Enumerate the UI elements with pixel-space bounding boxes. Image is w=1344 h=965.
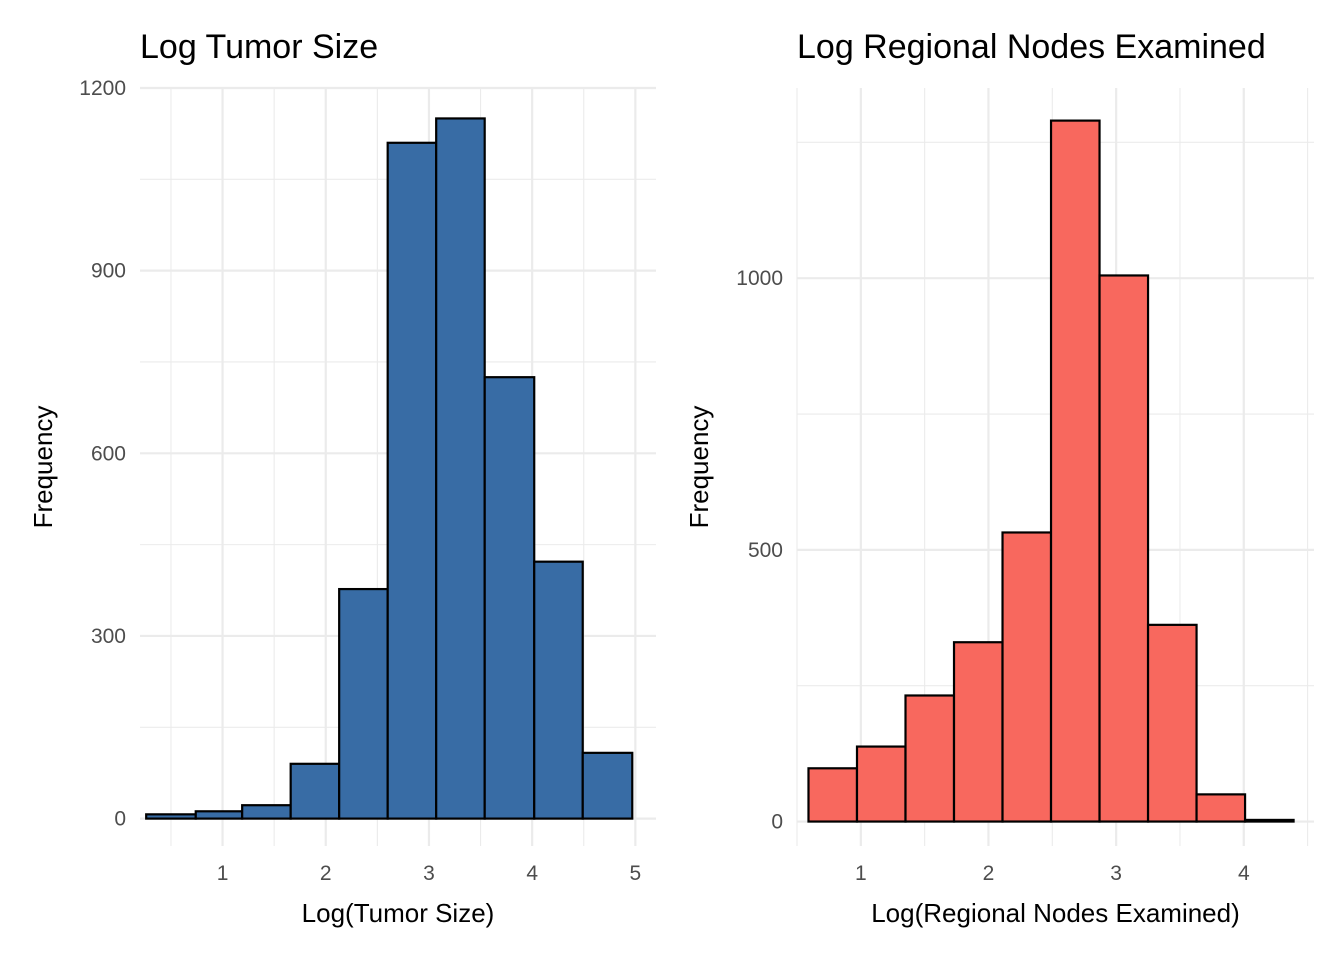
- chart-2-x-tick-label: 2: [983, 862, 995, 885]
- chart-1-bar-5: [386, 141, 438, 820]
- chart-2-bar-5: [1049, 119, 1101, 823]
- chart-2-bar-8: [1195, 793, 1247, 823]
- chart-1-bar-0: [145, 813, 197, 820]
- chart-2-y-tick-label: 1000: [736, 267, 783, 290]
- chart-2-y-tick-label: 0: [771, 811, 783, 834]
- chart-2-bar-3: [952, 641, 1004, 823]
- chart-2-bar-6: [1098, 274, 1150, 823]
- chart-2-x-tick-label: 3: [1110, 862, 1122, 885]
- chart-1-x-tick-label: 2: [320, 862, 332, 885]
- chart-1-x-tick-label: 1: [217, 862, 229, 885]
- chart-1-x-tick-label: 4: [526, 862, 538, 885]
- chart-1-y-tick-label: 1200: [79, 77, 126, 100]
- chart-1-bar-4: [338, 587, 389, 820]
- chart-1-y-tick-label: 600: [91, 442, 126, 465]
- chart-2-bar-4: [1001, 531, 1053, 823]
- chart-1-x-tick-label: 3: [423, 862, 435, 885]
- chart-1-y-tick-label: 300: [91, 625, 126, 648]
- chart-2-bar-2: [904, 694, 956, 823]
- chart-1-bar-1: [194, 810, 244, 820]
- chart-1-x-tick-label: 5: [630, 862, 642, 885]
- chart-1-x-axis-title: Log(Tumor Size): [302, 898, 495, 928]
- chart-2-x-tick-label: 4: [1238, 862, 1250, 885]
- chart-1-bar-7: [483, 376, 536, 820]
- chart-2-bar-9: [1243, 818, 1295, 823]
- chart-1-y-axis-title: Frequency: [28, 406, 58, 529]
- chart-2-y-tick-label: 500: [748, 539, 783, 562]
- chart-1-bar-9: [581, 751, 634, 820]
- chart-2-bar-7: [1146, 623, 1198, 823]
- chart-2-y-axis-title: Frequency: [684, 406, 714, 529]
- chart-2-x-tick-label: 1: [855, 862, 867, 885]
- chart-1-bar-6: [435, 117, 486, 820]
- chart-2-panel: 1 2 3 4 0 500 1000 Log Regional Nodes Examined L…: [684, 28, 1314, 928]
- chart-1-panel: 1 2 3 4 5 0 300 600 900 1200 Log Tumor Size Log(Tum…: [28, 28, 656, 928]
- chart-1-bar-8: [533, 560, 584, 820]
- chart-1-y-tick-label: 0: [114, 808, 126, 831]
- chart-1-bar-2: [241, 804, 292, 820]
- chart-2-bar-1: [855, 745, 907, 823]
- chart-1-bar-3: [289, 762, 341, 820]
- chart-2-x-axis-title: Log(Regional Nodes Examined): [871, 898, 1240, 928]
- chart-1-title: Log Tumor Size: [140, 28, 378, 66]
- chart-1-y-tick-label: 900: [91, 260, 126, 283]
- chart-2-bar-0: [807, 767, 859, 823]
- chart-2-title: Log Regional Nodes Examined: [797, 28, 1266, 66]
